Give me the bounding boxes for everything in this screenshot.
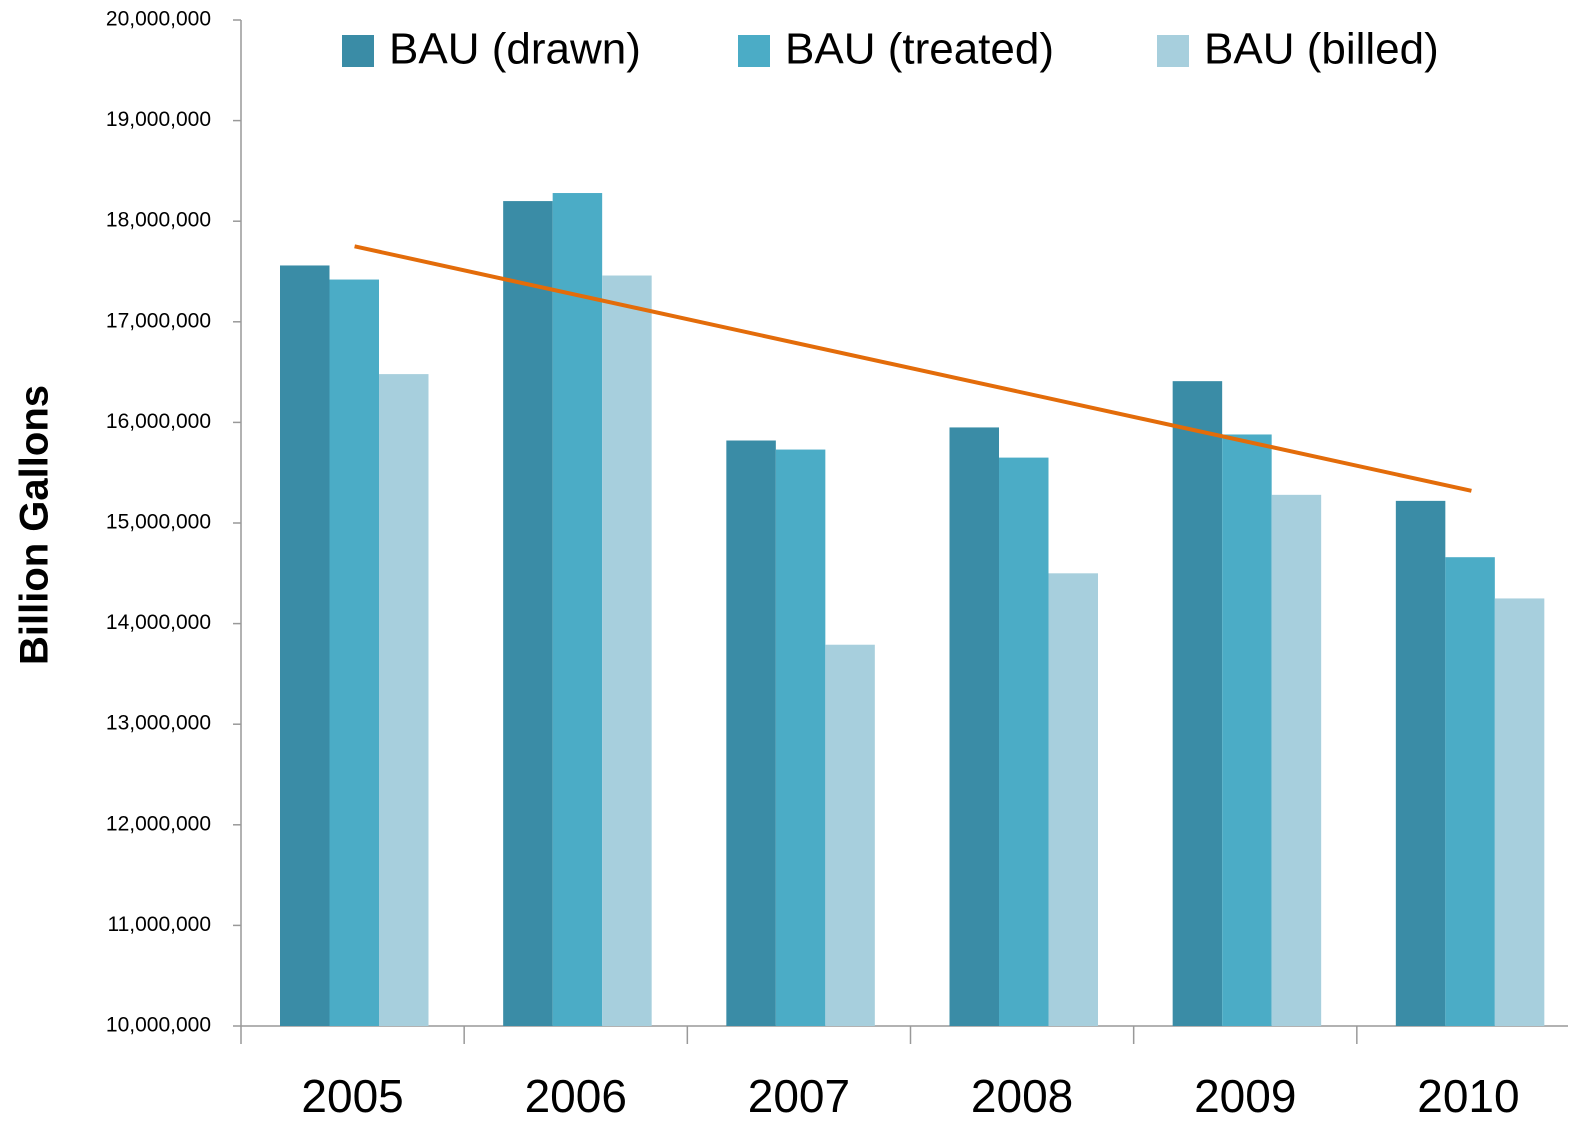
y-tick-label: 14,000,000: [106, 611, 211, 634]
bar: [1172, 381, 1223, 1026]
y-tick-label: 18,000,000: [106, 209, 211, 232]
x-tick-label: 2009: [1194, 1070, 1296, 1122]
bar: [1494, 598, 1545, 1026]
bar: [1395, 500, 1446, 1026]
x-tick-label: 2007: [748, 1070, 850, 1122]
legend-label: BAU (drawn): [389, 25, 641, 74]
legend-swatch: [738, 35, 770, 67]
y-tick-label: 16,000,000: [106, 410, 211, 433]
trendline: [354, 244, 1472, 493]
bar: [1222, 434, 1272, 1026]
legend-label: BAU (treated): [785, 25, 1054, 74]
y-tick-label: 15,000,000: [106, 511, 211, 534]
x-tick-label: 2006: [525, 1070, 627, 1122]
bar: [949, 427, 999, 1026]
y-tick-label: 17,000,000: [106, 309, 211, 332]
bar: [825, 644, 875, 1026]
bar: [775, 449, 826, 1026]
x-tick-label: 2010: [1417, 1070, 1519, 1122]
legend-swatch: [1157, 35, 1189, 67]
y-tick-label: 12,000,000: [106, 812, 211, 835]
y-tick-label: 19,000,000: [106, 108, 211, 131]
bar: [280, 265, 330, 1026]
y-tick-label: 13,000,000: [106, 712, 211, 735]
y-tick-label: 11,000,000: [107, 913, 211, 936]
y-axis-title: Billion Gallons: [13, 385, 57, 665]
x-tick-label: 2008: [971, 1070, 1073, 1122]
bar: [329, 279, 379, 1027]
legend-swatch: [342, 35, 374, 67]
bar: [999, 457, 1049, 1026]
bar: [552, 193, 603, 1027]
bar: [503, 201, 553, 1026]
bar: [1048, 573, 1098, 1026]
y-tick-label: 10,000,000: [106, 1014, 211, 1037]
x-tick-label: 2005: [301, 1070, 403, 1122]
y-tick-label: 20,000,000: [106, 8, 211, 31]
bar: [602, 275, 652, 1026]
bar: [1445, 557, 1495, 1026]
bar: [726, 440, 776, 1026]
legend-label: BAU (billed): [1204, 25, 1439, 74]
bar: [379, 374, 429, 1026]
bar: [1271, 494, 1322, 1026]
